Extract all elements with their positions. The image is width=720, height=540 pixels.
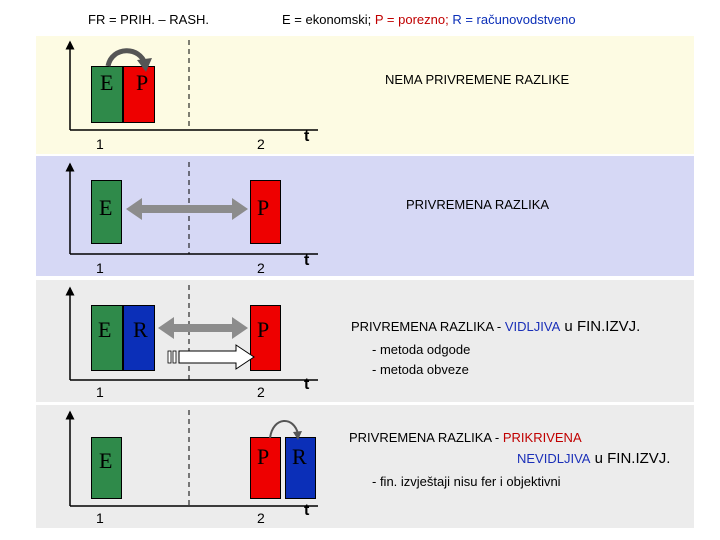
tax-box	[250, 305, 281, 371]
tick-2: 2	[257, 384, 265, 400]
economic-box	[91, 437, 122, 499]
curved-arrow-head	[293, 431, 302, 440]
panel-hidden-difference	[36, 405, 694, 528]
deferral-method: - metoda odgode	[372, 342, 471, 357]
tick-2: 2	[257, 136, 265, 152]
tax-letter: P	[257, 444, 270, 469]
curved-arrow	[269, 420, 299, 439]
time-axis-label: t	[304, 128, 310, 145]
label-tail: u FIN.IZVJ.	[560, 318, 641, 335]
label-highlight: PRIKRIVENA	[502, 430, 582, 445]
time-axis-label: t	[304, 502, 310, 519]
accounting-letter: R	[292, 444, 307, 469]
hidden-difference-label: PRIVREMENA RAZLIKA - PRIKRIVENA	[349, 430, 582, 445]
deferred-arrow	[167, 344, 255, 370]
time-axis-label: t	[304, 376, 310, 393]
liability-method: - metoda obveze	[372, 362, 469, 377]
label-tail: u FIN.IZVJ.	[590, 450, 671, 467]
economic-letter: E	[99, 448, 113, 473]
tax-letter: P	[136, 70, 149, 95]
temporary-difference-label: PRIVREMENA RAZLIKA	[406, 197, 550, 212]
time-axis-label: t	[304, 252, 310, 269]
label-highlight: VIDLJIVA	[504, 319, 561, 334]
double-arrow	[126, 198, 248, 220]
tick-2: 2	[257, 260, 265, 276]
economic-box	[91, 305, 123, 371]
economic-box	[91, 180, 122, 244]
legend-economic: E = ekonomski;	[282, 12, 372, 27]
formula-label: FR = PRIH. – RASH.	[88, 12, 209, 27]
panel-temporary-difference	[36, 156, 694, 276]
tax-box	[250, 437, 281, 499]
label-highlight: NEVIDLJIVA	[517, 451, 591, 466]
tick-1: 1	[96, 384, 104, 400]
legend-tax: P = porezno;	[374, 12, 449, 27]
tick-1: 1	[96, 136, 104, 152]
economic-letter: E	[98, 317, 112, 342]
visible-difference-label: PRIVREMENA RAZLIKA - VIDLJIVA u FIN.IZVJ…	[351, 318, 640, 335]
tax-box	[250, 180, 281, 244]
curved-arrow	[105, 48, 148, 67]
economic-box	[91, 66, 123, 123]
no-difference-label: NEMA PRIVREMENE RAZLIKE	[385, 72, 570, 87]
tax-box	[123, 66, 155, 123]
tax-letter: P	[257, 317, 270, 342]
tick-1: 1	[96, 510, 104, 526]
double-arrow	[158, 317, 248, 339]
tax-letter: P	[257, 195, 270, 220]
tick-2: 2	[257, 510, 265, 526]
statements-not-fair: - fin. izvještaji nisu fer i objektivni	[372, 474, 561, 489]
hidden-difference-line2: NEVIDLJIVA u FIN.IZVJ.	[517, 450, 670, 467]
curved-arrow-head	[137, 58, 152, 72]
label-main: PRIVREMENA RAZLIKA -	[349, 430, 503, 445]
label-main: PRIVREMENA RAZLIKA -	[351, 319, 505, 334]
economic-letter: E	[99, 195, 113, 220]
economic-letter: E	[100, 70, 114, 95]
accounting-box	[123, 305, 155, 371]
legend: E = ekonomski; P = porezno; R = računovo…	[282, 12, 576, 27]
legend-accounting: R = računovodstveno	[452, 12, 576, 27]
accounting-box	[285, 437, 316, 499]
accounting-letter: R	[133, 317, 148, 342]
tick-1: 1	[96, 260, 104, 276]
